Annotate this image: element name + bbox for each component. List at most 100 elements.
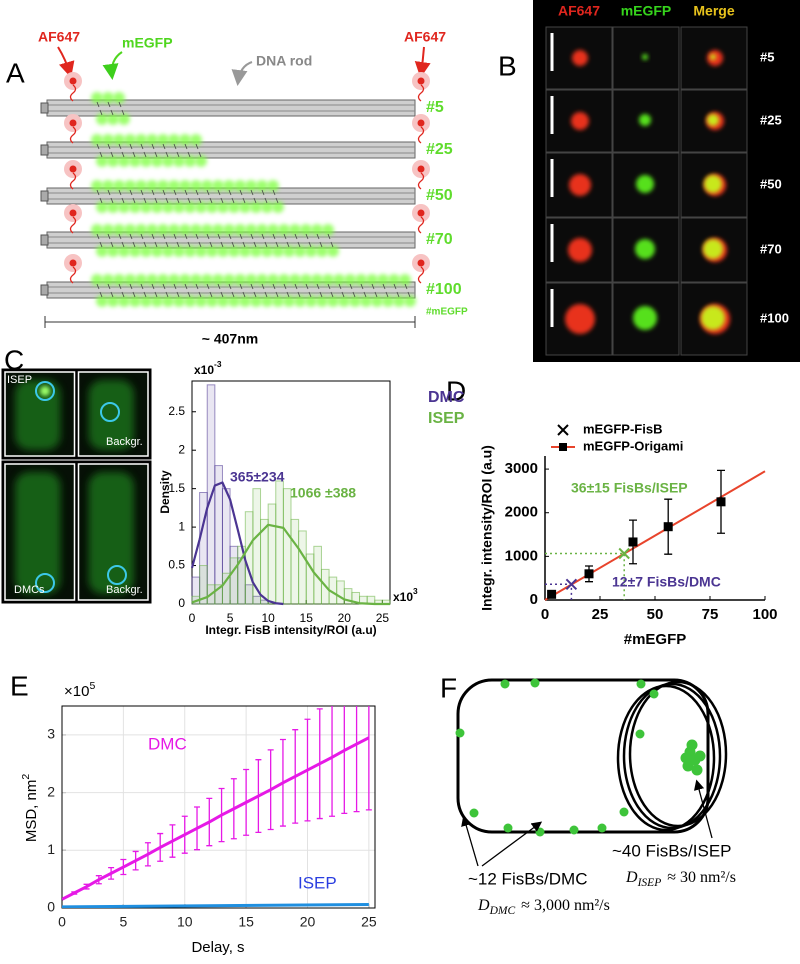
- cell: [15, 472, 61, 594]
- megfp-glow: [91, 224, 103, 236]
- x-axis-label: #mEGFP: [624, 631, 687, 648]
- linker: [417, 84, 425, 102]
- megfp-glow: [140, 155, 152, 167]
- fit-label: 1066 ±388: [290, 485, 356, 501]
- megfp-linker: [407, 291, 411, 298]
- arrow: [102, 51, 123, 80]
- megfp-glow: [195, 155, 207, 167]
- error-bar: [255, 759, 262, 834]
- megfp-linker: [173, 283, 177, 290]
- megfp-linker: [308, 291, 312, 298]
- megfp-linker: [294, 233, 298, 240]
- histogram-bar: [214, 465, 223, 605]
- dye: [417, 165, 425, 173]
- megfp-linker: [198, 291, 202, 298]
- megfp-glow: [179, 224, 191, 236]
- megfp-linker: [330, 291, 334, 298]
- megfp-glow: [371, 295, 383, 307]
- error-bar: [230, 778, 237, 840]
- red-spot: [571, 112, 589, 130]
- x-tick-label: 20: [300, 914, 316, 930]
- megfp-glow: [184, 295, 196, 307]
- row-label: #100: [426, 281, 462, 298]
- megfp-linker: [198, 151, 202, 158]
- megfp-linker: [253, 241, 257, 248]
- megfp-glow: [239, 201, 251, 213]
- error-bar: [132, 850, 139, 871]
- fisb-cluster-dot: [686, 739, 698, 751]
- image-label: DMCs: [14, 584, 45, 596]
- megfp-linker: [176, 151, 180, 158]
- green-spot: [710, 54, 716, 60]
- megfp-glow: [162, 201, 174, 213]
- megfp-linker: [261, 283, 265, 290]
- error-bar: [108, 866, 115, 880]
- megfp-glow: [91, 134, 103, 146]
- red-spot: [568, 238, 592, 262]
- megfp-linker: [253, 291, 257, 298]
- septum: [628, 680, 728, 828]
- megfp-glow: [223, 224, 235, 236]
- megfp-linker: [264, 291, 268, 298]
- fisb-cluster-dot: [694, 750, 706, 762]
- marker-square: [663, 522, 673, 532]
- x-tick-label: 50: [647, 606, 664, 623]
- megfp-glow: [234, 274, 246, 286]
- error-bar: [71, 891, 78, 895]
- megfp-linker: [264, 241, 268, 248]
- fisb-dot: [503, 823, 513, 833]
- megfp-glow: [118, 113, 130, 125]
- megfp-linker: [382, 283, 386, 290]
- megfp-glow: [91, 180, 103, 192]
- series-label: ISEP: [298, 873, 337, 892]
- marker-square: [547, 589, 557, 599]
- megfp-glow: [118, 201, 130, 213]
- histogram-bar: [282, 488, 292, 605]
- megfp-glow: [96, 155, 108, 167]
- megfp-glow: [206, 245, 218, 257]
- megfp-glow: [256, 274, 268, 286]
- megfp-glow: [107, 295, 119, 307]
- megfp-glow: [234, 180, 246, 192]
- megfp-glow: [217, 295, 229, 307]
- dmc-diffusion: DDMC ≈ 3,000 nm²/s: [477, 897, 610, 917]
- megfp-glow: [173, 295, 185, 307]
- megfp-linker: [206, 233, 210, 240]
- megfp-glow: [327, 295, 339, 307]
- y-tick-label: 0: [47, 899, 55, 915]
- megfp-linker: [132, 291, 136, 298]
- megfp-glow: [333, 274, 345, 286]
- megfp-glow: [195, 295, 207, 307]
- y-tick-label: 0: [178, 596, 185, 610]
- fisb-cluster-dot: [691, 764, 703, 776]
- megfp-linker: [154, 151, 158, 158]
- fit-line: [544, 470, 766, 601]
- row-label: #50: [426, 187, 453, 204]
- megfp-glow: [113, 92, 125, 104]
- megfp-glow: [360, 295, 372, 307]
- megfp-linker: [319, 291, 323, 298]
- megfp-linker: [129, 143, 133, 150]
- green-spot: [703, 239, 723, 259]
- unit-label: #mEGFP: [426, 307, 468, 318]
- error-bar: [157, 832, 164, 862]
- megfp-glow: [366, 274, 378, 286]
- megfp-glow: [151, 155, 163, 167]
- megfp-glow: [151, 201, 163, 213]
- megfp-linker: [220, 241, 224, 248]
- megfp-linker: [96, 233, 100, 240]
- megfp-linker: [110, 109, 114, 116]
- image-label: Backgr.: [106, 584, 143, 596]
- row-label: #5: [760, 49, 774, 64]
- green-spot: [633, 306, 657, 330]
- error-bar: [144, 842, 151, 867]
- dye: [417, 77, 425, 85]
- megfp-glow: [289, 274, 301, 286]
- megfp-glow: [184, 201, 196, 213]
- megfp-linker: [129, 189, 133, 196]
- megfp-linker: [165, 197, 169, 204]
- megfp-glow: [322, 224, 334, 236]
- marker-square: [628, 537, 638, 547]
- megfp-linker: [129, 233, 133, 240]
- linker: [417, 266, 425, 284]
